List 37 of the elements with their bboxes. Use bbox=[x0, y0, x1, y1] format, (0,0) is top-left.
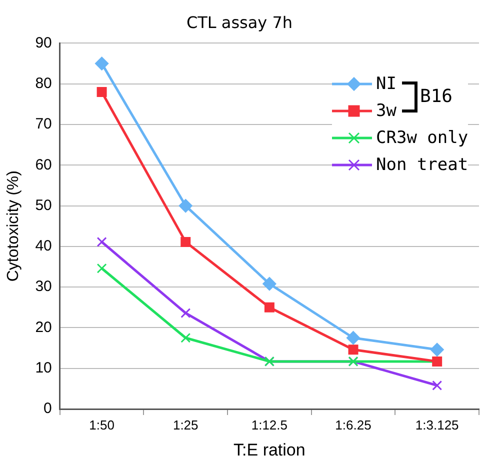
x-tick-label: 1:50 bbox=[89, 417, 114, 432]
y-tick-label: 80 bbox=[35, 74, 52, 92]
x-axis-title: T:E ration bbox=[234, 440, 306, 460]
legend-label: 3w bbox=[376, 100, 396, 120]
point bbox=[178, 199, 192, 213]
x-tick-label: 1:12.5 bbox=[251, 417, 288, 432]
point bbox=[346, 331, 360, 345]
point bbox=[96, 86, 107, 97]
point bbox=[96, 263, 107, 274]
point bbox=[96, 236, 107, 247]
chart-title: CTL assay 7h bbox=[186, 12, 293, 32]
point bbox=[348, 344, 358, 355]
y-tick-label: 10 bbox=[35, 359, 52, 376]
y-tick-label: 0 bbox=[44, 400, 52, 418]
x-tick-label: 1:6.25 bbox=[335, 417, 372, 432]
annotation: B16 bbox=[420, 86, 453, 107]
point bbox=[180, 236, 191, 247]
point bbox=[432, 380, 442, 390]
legend-label: NI bbox=[376, 74, 396, 94]
legend-label: Non treat bbox=[376, 154, 468, 174]
point bbox=[180, 332, 191, 343]
point bbox=[262, 277, 276, 291]
x-tick-label: 1:25 bbox=[172, 417, 198, 432]
y-tick-label: 20 bbox=[35, 318, 52, 336]
point bbox=[430, 342, 444, 356]
point bbox=[180, 308, 191, 318]
point bbox=[95, 56, 109, 70]
point bbox=[264, 302, 274, 312]
y-tick-label: 30 bbox=[35, 278, 52, 296]
y-tick-label: 50 bbox=[35, 196, 52, 214]
y-tick-label: 40 bbox=[35, 238, 52, 255]
y-tick-label: 70 bbox=[35, 116, 52, 133]
legend-label: CR3w only bbox=[376, 128, 468, 148]
y-tick-label: 90 bbox=[35, 34, 52, 52]
y-tick-label: 60 bbox=[35, 156, 52, 174]
x-tick-label: 1:3.125 bbox=[415, 417, 459, 432]
y-axis-title: Cytotoxicity (%) bbox=[5, 170, 22, 282]
